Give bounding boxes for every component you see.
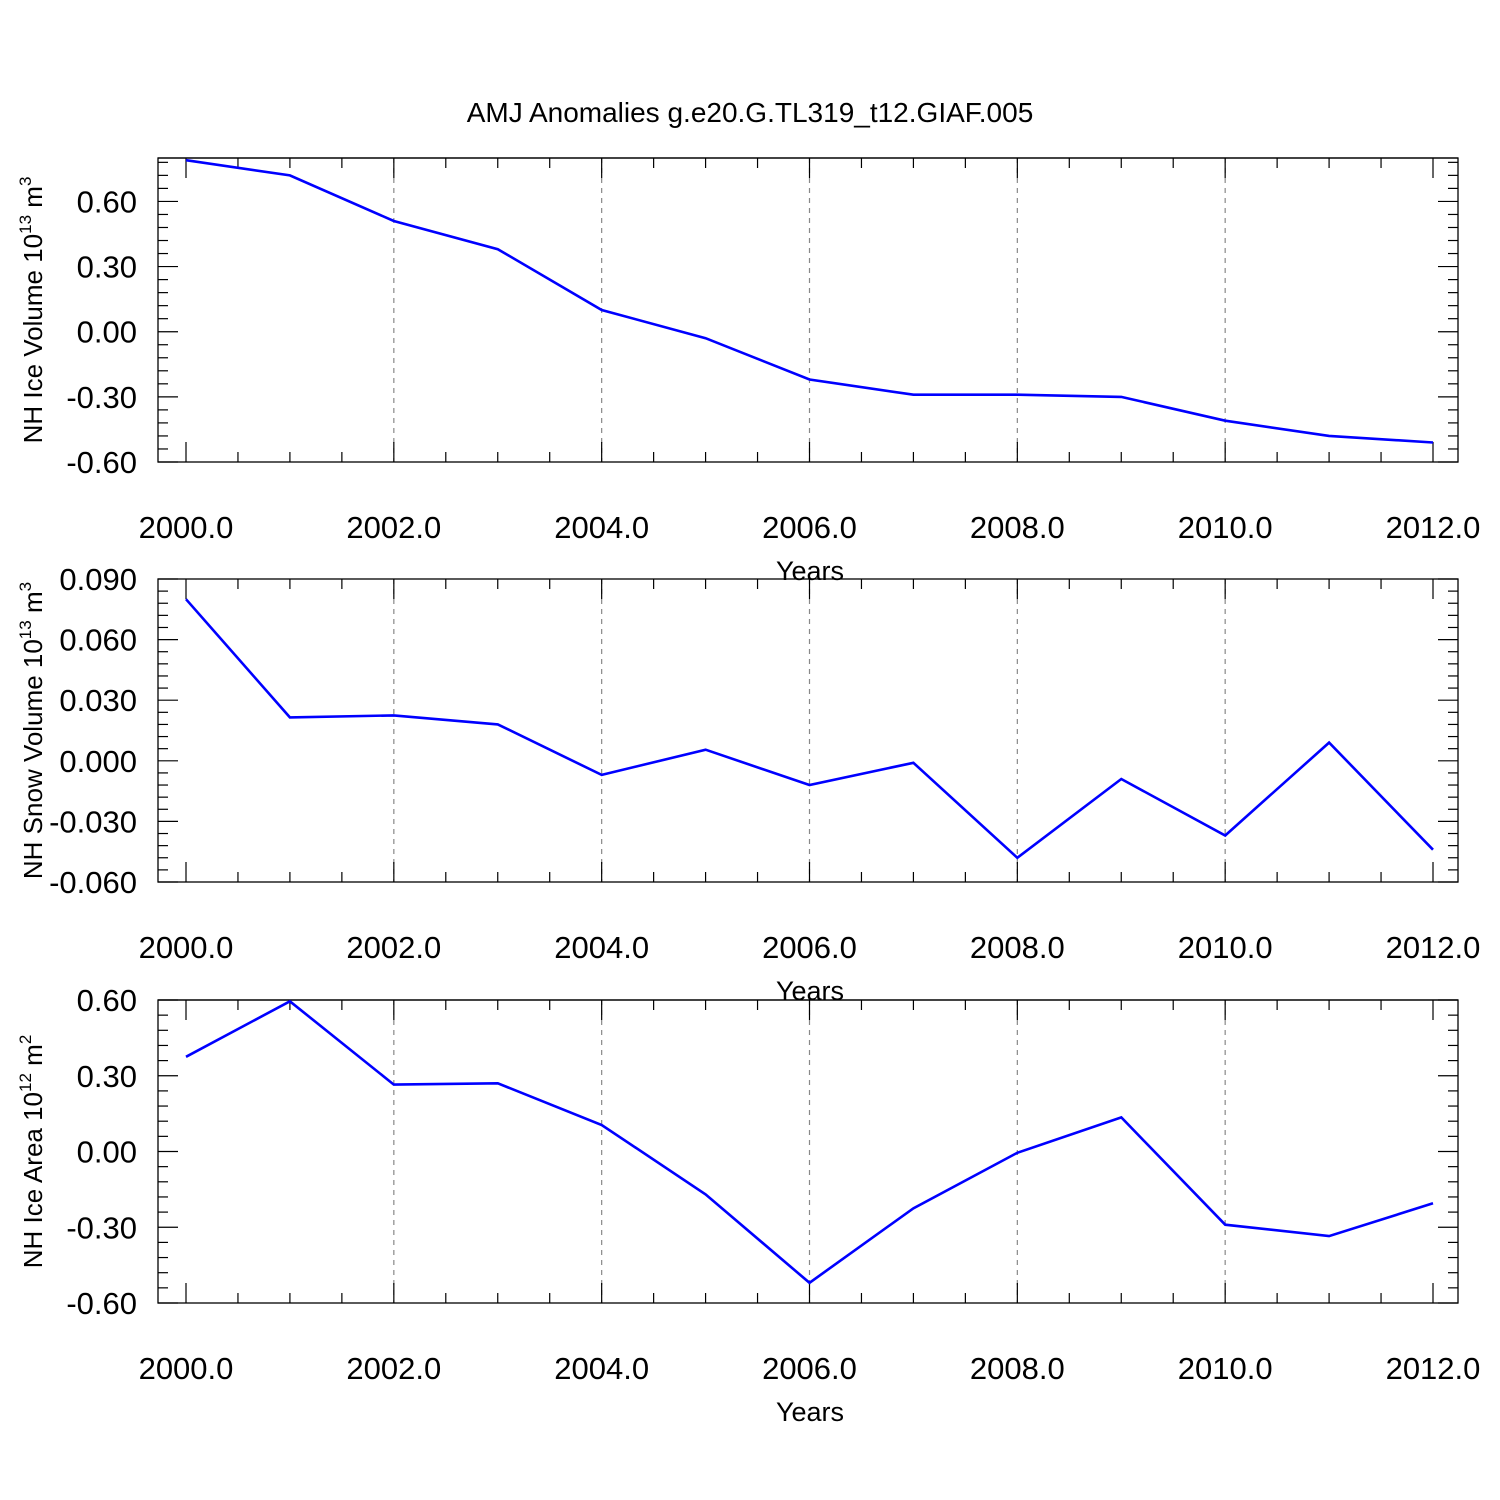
x-tick-label: 2008.0 (970, 930, 1065, 965)
x-tick-label: 2002.0 (346, 1351, 441, 1386)
y-tick-label: -0.60 (66, 1286, 137, 1321)
y-tick-label: -0.060 (49, 865, 137, 900)
x-tick-label: 2010.0 (1178, 1351, 1273, 1386)
y-axis-title: NH Ice Area 1012 m2 (16, 1035, 48, 1269)
series-line (185, 158, 1434, 444)
y-tick-label: -0.30 (66, 380, 137, 415)
x-tick-label: 2012.0 (1386, 930, 1481, 965)
y-axis-title-text: NH Ice Area 10 (18, 1092, 48, 1268)
y-tick-label: 0.060 (59, 623, 137, 658)
x-tick-label: 2008.0 (970, 1351, 1065, 1386)
y-tick-label: -0.30 (66, 1210, 137, 1245)
x-tick-label: 2012.0 (1386, 1351, 1481, 1386)
x-tick-label: 2008.0 (970, 510, 1065, 545)
x-tick-label: 2002.0 (346, 510, 441, 545)
panel-3: -0.60 -0.30 0.00 0.30 0.60 2000.0 2002.0 2004.0… (16, 983, 1480, 1427)
series-line (185, 999, 1434, 1285)
x-tick-label: 2006.0 (762, 1351, 857, 1386)
panel-1: -0.60 -0.30 0.00 0.30 0.60 2000.0 2002.0 2004.0… (16, 157, 1481, 586)
x-tick-label: 2004.0 (554, 930, 649, 965)
chart-title: AMJ Anomalies g.e20.G.TL319_t12.GIAF.005 (467, 97, 1034, 128)
y-tick-label: -0.030 (49, 804, 137, 839)
y-tick-label: 0.00 (77, 1135, 137, 1170)
y-axis-title-unit-exponent: 2 (16, 1035, 35, 1044)
y-axis-title-unit: m (18, 186, 48, 215)
y-axis-title: NH Ice Volume 1013 m3 (16, 177, 48, 444)
x-tick-label: 2000.0 (139, 510, 234, 545)
y-tick-label: 0.030 (59, 683, 137, 718)
panel-2: -0.060 -0.030 0.000 0.030 0.060 0.090 2000.0 20… (16, 562, 1480, 1006)
y-tick-label: 0.60 (77, 983, 137, 1018)
y-axis-title-exponent: 13 (16, 215, 35, 234)
y-tick-label: 0.000 (59, 744, 137, 779)
x-tick-label: 2002.0 (346, 930, 441, 965)
y-axis-title-exponent: 13 (16, 620, 35, 639)
y-axis-title-exponent: 12 (16, 1073, 35, 1092)
y-axis-title-unit-exponent: 3 (16, 582, 35, 591)
y-axis-title: NH Snow Volume 1013 m3 (16, 582, 48, 879)
x-tick-label: 2004.0 (554, 510, 649, 545)
y-tick-label: 0.30 (77, 250, 137, 285)
x-tick-label: 2010.0 (1178, 930, 1273, 965)
x-tick-label: 2006.0 (762, 510, 857, 545)
x-tick-label: 2000.0 (139, 930, 234, 965)
y-axis-title-unit: m (18, 591, 48, 620)
x-axis-title: Years (776, 1397, 844, 1427)
plot-frame (157, 999, 1459, 1304)
x-tick-label: 2004.0 (554, 1351, 649, 1386)
x-tick-label: 2010.0 (1178, 510, 1273, 545)
series-line (185, 598, 1434, 860)
y-tick-label: 0.090 (59, 562, 137, 597)
plot-frame (157, 578, 1459, 883)
x-tick-label: 2012.0 (1386, 510, 1481, 545)
x-tick-label: 2000.0 (139, 1351, 234, 1386)
y-tick-label: 0.60 (77, 184, 137, 219)
y-axis-title-unit-exponent: 3 (16, 177, 35, 186)
y-tick-label: -0.60 (66, 445, 137, 480)
y-tick-label: 0.00 (77, 315, 137, 350)
y-axis-title-unit: m (18, 1044, 48, 1073)
y-axis-title-text: NH Ice Volume 10 (18, 234, 48, 444)
y-tick-label: 0.30 (77, 1059, 137, 1094)
x-tick-label: 2006.0 (762, 930, 857, 965)
y-axis-title-text: NH Snow Volume 10 (18, 639, 48, 879)
